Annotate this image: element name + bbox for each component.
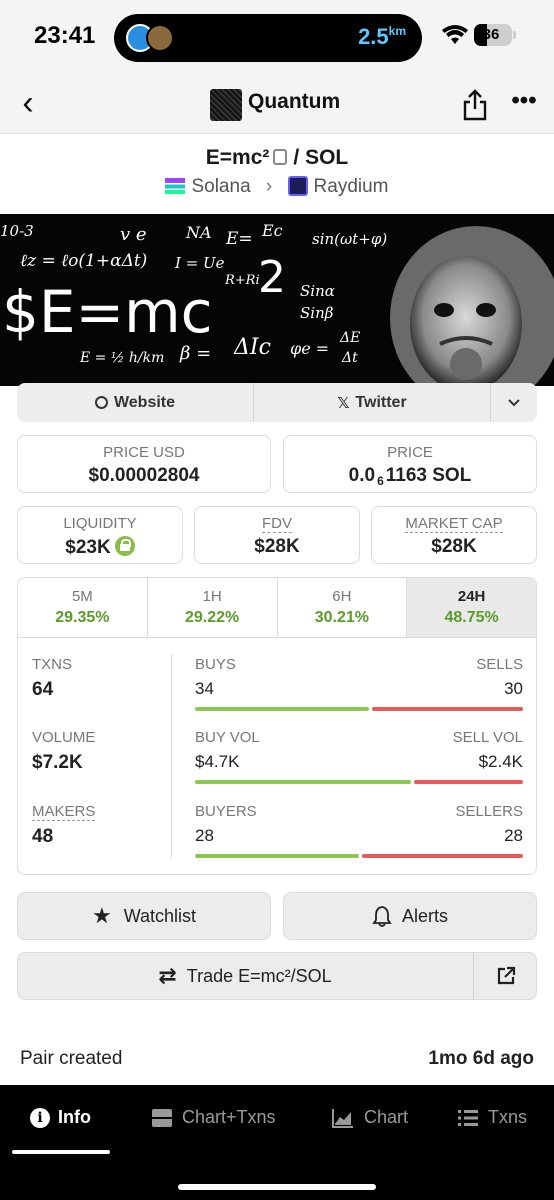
dex-link[interactable]: Raydium [313, 176, 389, 197]
price-usd-card: PRICE USD $0.00002804 [17, 435, 271, 493]
website-button[interactable]: Website [17, 383, 254, 422]
nav-info[interactable]: i Info [30, 1107, 91, 1128]
banner-formula-7: Sinα [300, 282, 335, 300]
social-links: Website 𝕏 Twitter [17, 383, 537, 422]
fdv-card: FDV $28K [194, 506, 360, 564]
twitter-button[interactable]: 𝕏 Twitter [254, 383, 491, 422]
copy-icon[interactable] [273, 149, 288, 165]
nav-txns[interactable]: Txns [458, 1107, 527, 1128]
sells-bar-fill [371, 707, 523, 711]
liquidity-card: LIQUIDITY $23K [17, 506, 183, 564]
swap-icon: ⇄ [158, 963, 177, 988]
tab-1h[interactable]: 1H 29.22% [148, 578, 278, 637]
buys-sells-stat: BUYS SELLS 34 30 [195, 656, 523, 711]
alerts-button[interactable]: Alerts [283, 892, 537, 940]
banner-formula-11: β = [179, 343, 211, 364]
sellers-bar-fill [362, 854, 523, 858]
tab-24h[interactable]: 24H 48.75% [407, 578, 536, 637]
info-icon: i [30, 1107, 50, 1128]
chevron-right-icon: › [265, 176, 273, 197]
makers-stat[interactable]: MAKERS 48 [32, 803, 96, 847]
battery-nub [513, 31, 516, 39]
activity-avatar-2-icon [146, 24, 174, 52]
chain-link[interactable]: Solana [191, 176, 251, 197]
market-cap-card: MARKET CAP $28K [371, 506, 537, 564]
trade-button[interactable]: ⇄ Trade E=mc²/SOL [17, 952, 537, 1000]
active-tab-indicator [12, 1150, 110, 1154]
open-external-button[interactable] [473, 952, 537, 1000]
banner-formula-3: E= [225, 229, 253, 249]
more-links-button[interactable] [491, 383, 537, 422]
buys-sells-bar [195, 707, 523, 711]
share-icon[interactable] [460, 88, 490, 122]
liquidity-lock-icon[interactable] [114, 536, 135, 556]
timeframe-tabs: 5M 29.35% 1H 29.22% 6H 30.21% 24H 48.75% [18, 578, 536, 638]
nav-chart-txns[interactable]: Chart+Txns [152, 1107, 276, 1128]
token-logo [210, 89, 242, 121]
banner-formula-14: ΔE [339, 330, 360, 346]
distance-readout: 2.5km [358, 24, 406, 49]
banner-formula-13: φe = [290, 339, 329, 358]
status-time: 23:41 [34, 22, 96, 49]
tab-6h[interactable]: 6H 30.21% [278, 578, 408, 637]
banner-formula-0: 10-3 [0, 222, 34, 240]
buyers-sellers-stat: BUYERS SELLERS 28 28 [195, 803, 523, 858]
banner-formula-2: NA [185, 223, 212, 242]
banner-exponent: 2 [258, 252, 286, 303]
page-title: Quantum [248, 90, 341, 113]
buyers-bar-fill [195, 854, 359, 858]
pair-title: E=mc² / SOL [205, 146, 349, 169]
buy-vol-bar-fill [195, 780, 412, 784]
buys-bar-fill [195, 707, 369, 711]
sell-vol-bar-fill [414, 780, 523, 784]
txns-stat: TXNS 64 [32, 656, 73, 700]
wifi-icon [442, 25, 468, 44]
buyers-sellers-bar [195, 854, 523, 858]
price-sol-card: PRICE 0.0 6 1163 SOL [283, 435, 537, 493]
banner-formula-10: I = Ue [174, 254, 225, 272]
stats-divider [171, 654, 172, 859]
token-banner: 10-3 v e NA E= Ec R+Ri sin(ωt+φ) Sinα Si… [0, 214, 554, 386]
banner-image: 10-3 v e NA E= Ec R+Ri sin(ωt+φ) Sinα Si… [0, 221, 554, 386]
banner-formula-15: Δt [341, 350, 358, 366]
x-logo-icon: 𝕏 [337, 394, 350, 412]
volume-split-bar [195, 780, 523, 784]
globe-icon [94, 396, 108, 409]
banner-formula-1: v e [120, 224, 147, 245]
status-bar: 23:41 2.5km 36 [0, 0, 554, 76]
volume-stat: VOLUME $7.2K [32, 729, 96, 773]
chevron-down-icon [508, 398, 520, 406]
volume-split-stat: BUY VOL SELL VOL $4.7K $2.4K [195, 729, 523, 784]
pair-created-row: Pair created 1mo 6d ago [20, 1048, 534, 1069]
bell-icon [372, 906, 392, 927]
chart-txns-icon [152, 1108, 172, 1127]
banner-formula-8: Sinβ [300, 304, 334, 322]
banner-formula-4: Ec [261, 221, 283, 240]
nav-chart[interactable]: Chart [332, 1107, 408, 1128]
back-button[interactable]: ‹ [22, 84, 34, 122]
battery-icon: 36 [474, 24, 512, 46]
banner-formula-12: ΔIc [233, 335, 271, 360]
stats-panel: 5M 29.35% 1H 29.22% 6H 30.21% 24H 48.75%… [17, 577, 537, 875]
watchlist-button[interactable]: ★ Watchlist [17, 892, 271, 940]
list-icon [458, 1109, 478, 1126]
star-icon: ★ [91, 903, 112, 928]
banner-formula-16: E = ½ h/km [79, 350, 164, 366]
more-options-button[interactable]: ••• [511, 87, 537, 114]
header: ‹ Quantum ••• [0, 76, 554, 134]
external-link-icon [497, 966, 515, 985]
banner-formula-5: R+Ri [224, 273, 260, 288]
banner-formula-6: sin(ωt+φ) [312, 230, 387, 248]
bottom-nav: i Info Chart+Txns Chart Txns [0, 1085, 554, 1200]
dynamic-island[interactable]: 2.5km [114, 14, 422, 62]
home-indicator[interactable] [178, 1184, 376, 1190]
solana-icon [165, 178, 186, 194]
chart-icon [332, 1108, 353, 1128]
raydium-icon [287, 176, 308, 196]
chain-breadcrumb: Solana › Raydium [0, 176, 554, 198]
banner-equation: $E=mc [2, 278, 213, 346]
tab-5m[interactable]: 5M 29.35% [18, 578, 148, 637]
banner-formula-9: ℓz = ℓo(1+αΔt) [20, 251, 147, 271]
